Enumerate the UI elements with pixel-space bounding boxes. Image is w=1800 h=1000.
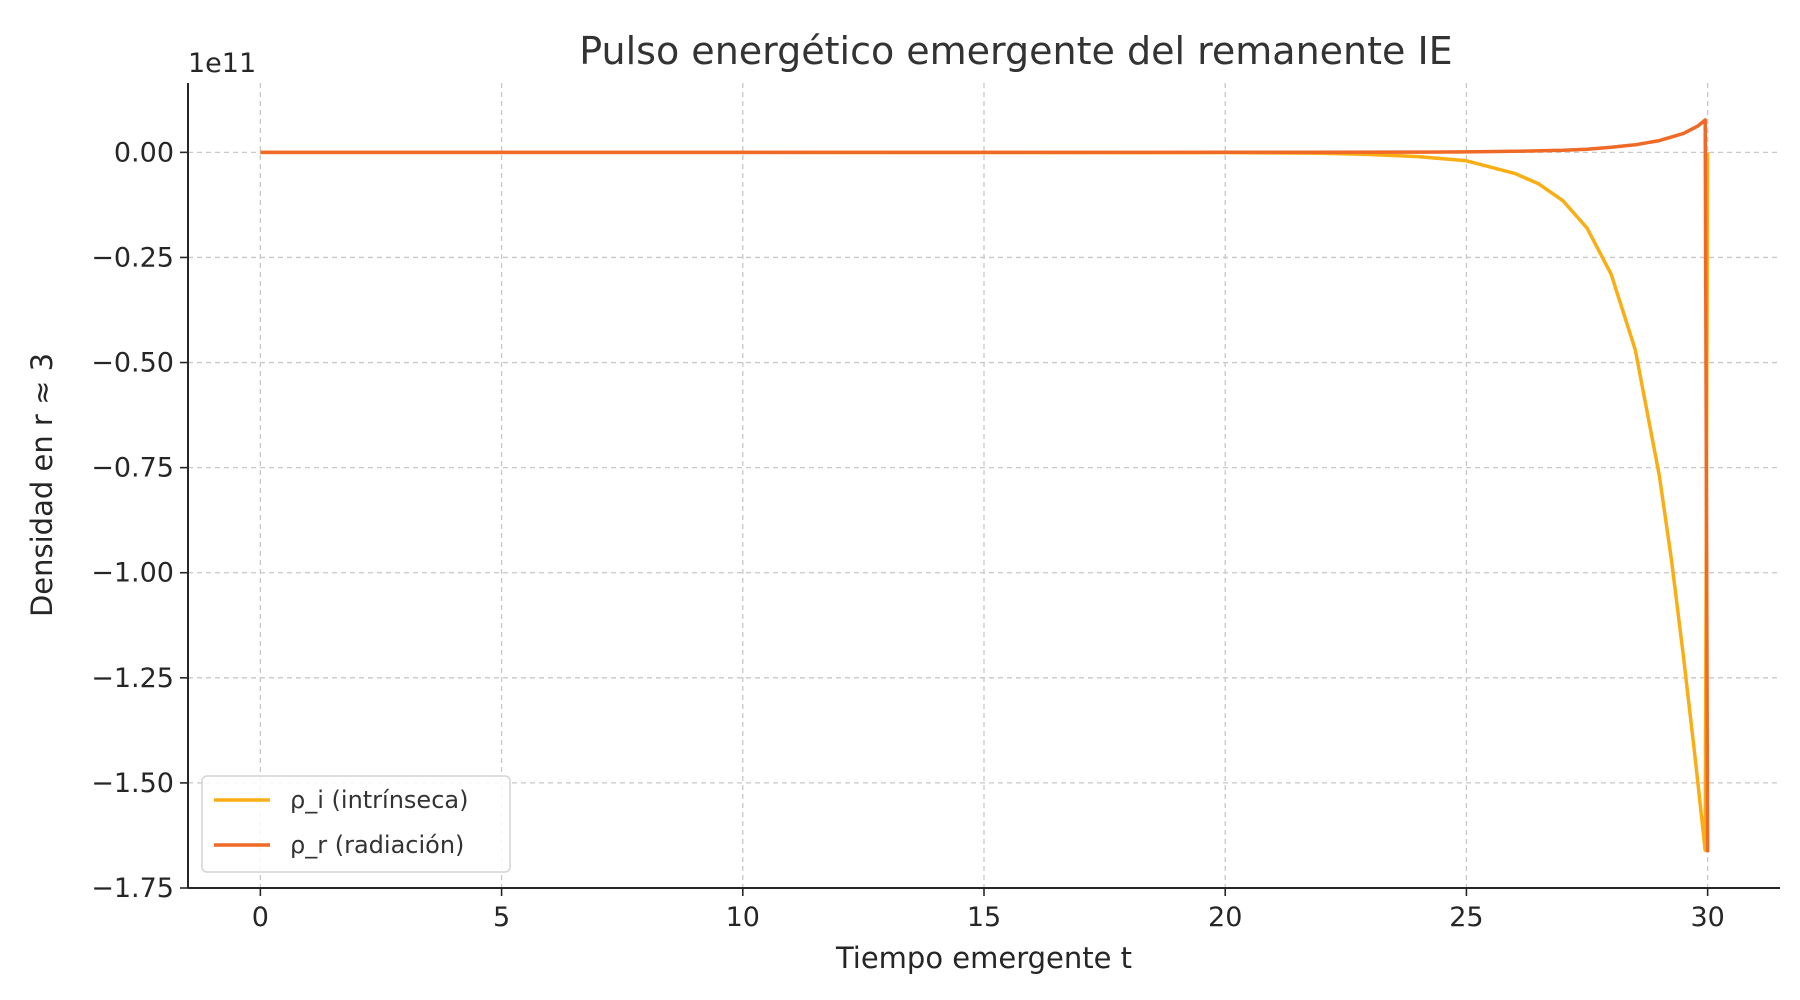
chart-title: Pulso energético emergente del remanente… bbox=[579, 29, 1452, 73]
legend-label-rho-r: ρ_r (radiación) bbox=[290, 831, 464, 859]
series-line-1 bbox=[260, 118, 1710, 853]
y-tick-label: −0.50 bbox=[91, 348, 174, 379]
x-tick-label: 5 bbox=[493, 902, 510, 933]
x-axis-label: Tiempo emergente t bbox=[835, 941, 1132, 975]
ticks: 0 5 10 15 20 25 30 0.00 −0.25 −0.50 −0.75 −1.00 −1.2… bbox=[91, 137, 1725, 933]
x-tick-label: 20 bbox=[1208, 902, 1242, 933]
grid bbox=[188, 83, 1780, 889]
legend: ρ_i (intrínseca) ρ_r (radiación) bbox=[201, 775, 511, 873]
legend-box bbox=[201, 775, 511, 873]
x-tick-label: 25 bbox=[1449, 902, 1483, 933]
y-tick-label: −1.75 bbox=[91, 873, 174, 904]
series-lines bbox=[260, 118, 1710, 853]
y-tick-label: −0.25 bbox=[91, 242, 174, 273]
y-tick-label: −1.00 bbox=[91, 558, 174, 589]
x-tick-label: 15 bbox=[967, 902, 1001, 933]
y-offset-text: 1e11 bbox=[188, 48, 256, 79]
y-tick-label: 0.00 bbox=[114, 137, 174, 168]
y-tick-label: −1.50 bbox=[91, 768, 174, 799]
x-tick-label: 0 bbox=[252, 902, 269, 933]
legend-label-rho-i: ρ_i (intrínseca) bbox=[290, 786, 468, 814]
x-tick-label: 30 bbox=[1690, 902, 1724, 933]
y-tick-label: −0.75 bbox=[91, 453, 174, 484]
y-tick-label: −1.25 bbox=[91, 663, 174, 694]
y-axis-label: Densidad en r ≈ 3 bbox=[25, 353, 59, 617]
x-tick-label: 10 bbox=[726, 902, 760, 933]
